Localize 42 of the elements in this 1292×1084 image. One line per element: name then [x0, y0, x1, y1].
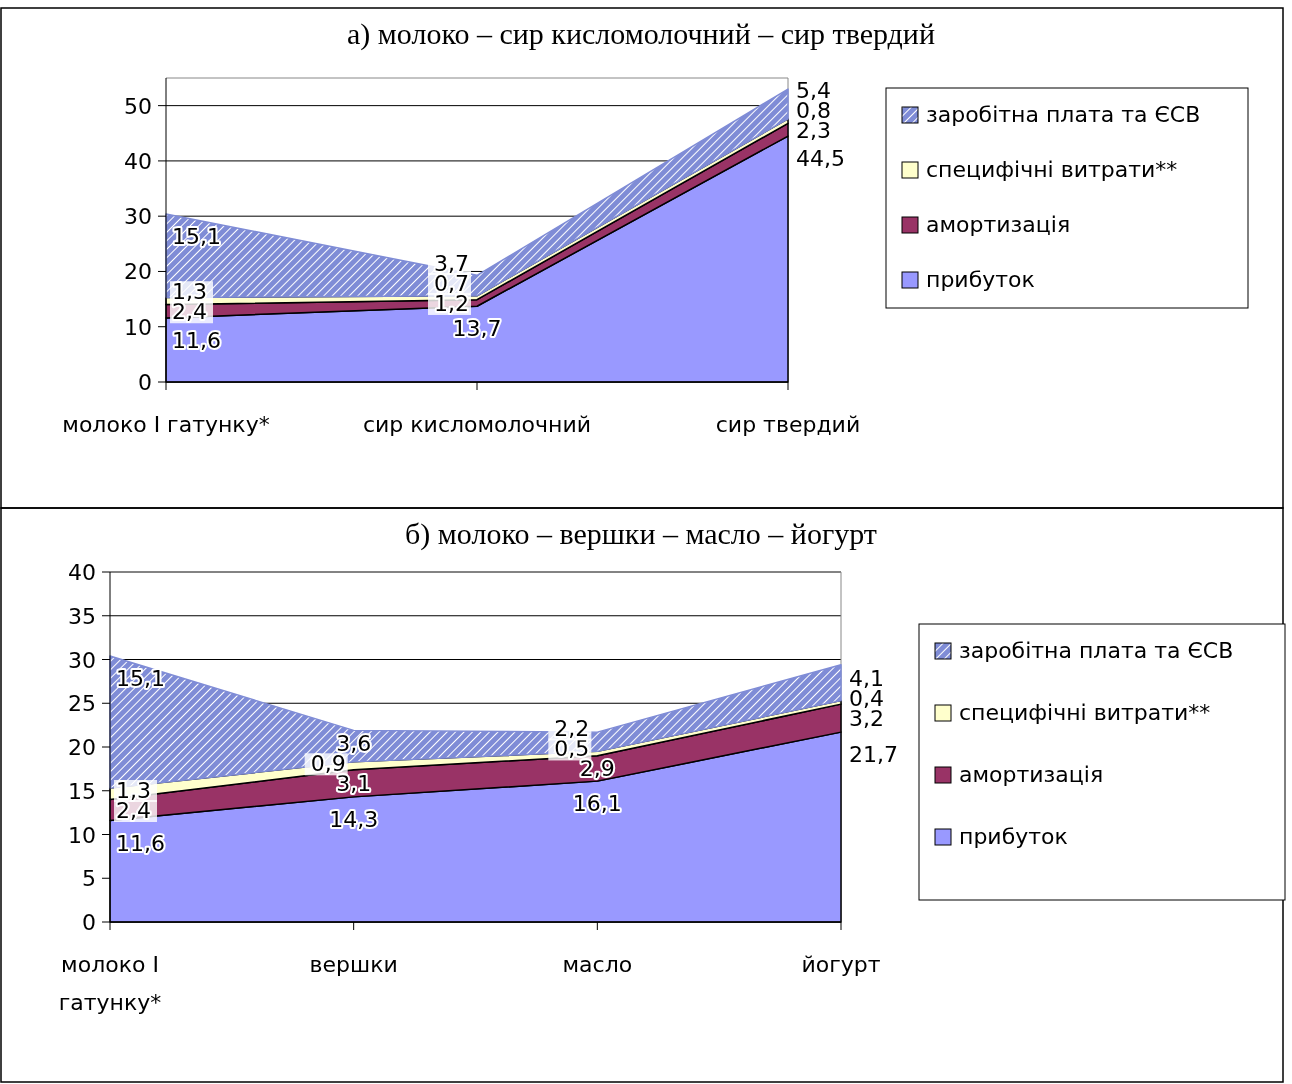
y-tick-label: 35: [68, 603, 96, 629]
data-label: 13,7: [452, 316, 502, 342]
data-label: 16,1: [572, 791, 622, 817]
x-tick-label: масло: [562, 952, 633, 977]
x-tick-label: сир кисломолочний: [362, 412, 592, 437]
data-label: 1,3: [116, 778, 151, 803]
legend-label: специфічні витрати**: [959, 700, 1211, 725]
x-tick-label: вершки: [309, 952, 398, 977]
data-label: 14,3: [329, 806, 379, 832]
y-tick-label: 15: [68, 778, 96, 804]
x-tick-label: молоко І гатунку*: [58, 952, 162, 1015]
chart-title: б) молоко – вершки – масло – йогурт: [405, 517, 877, 551]
y-tick-label: 25: [68, 691, 96, 717]
legend-label: заробітна плата та ЄСВ: [926, 102, 1201, 127]
y-tick-label: 0: [82, 910, 96, 935]
y-tick-label: 40: [124, 148, 152, 174]
legend-label: заробітна плата та ЄСВ: [959, 638, 1234, 663]
y-tick-label: 5: [82, 866, 96, 892]
legend-label: амортизація: [926, 212, 1071, 237]
y-tick-label: 0: [138, 370, 152, 395]
y-tick-label: 10: [124, 314, 152, 340]
y-tick-label: 20: [68, 735, 96, 760]
chart-title: а) молоко – сир кисломолочний – сир твердий: [347, 17, 935, 51]
y-tick-label: 40: [68, 560, 96, 585]
data-label: 11,6: [116, 830, 165, 856]
data-label: 15,1: [116, 666, 165, 691]
x-tick-label: молоко І гатунку*: [62, 412, 270, 437]
y-tick-label: 20: [124, 259, 152, 285]
legend-label: прибуток: [959, 824, 1068, 849]
legend-label: специфічні витрати**: [926, 157, 1178, 182]
y-tick-label: 10: [68, 822, 96, 848]
y-tick-label: 50: [124, 93, 152, 119]
data-label: 21,7: [849, 742, 898, 768]
y-tick-label: 30: [68, 647, 96, 673]
data-label: 44,5: [796, 146, 845, 172]
legend-label: прибуток: [926, 267, 1035, 292]
data-label: 11,6: [172, 327, 221, 353]
x-tick-label: йогурт: [801, 952, 881, 977]
y-tick-label: 30: [124, 204, 152, 230]
legend-label: амортизація: [959, 762, 1104, 787]
x-tick-label: сир твердий: [715, 412, 861, 437]
data-label: 1,3: [172, 279, 207, 305]
